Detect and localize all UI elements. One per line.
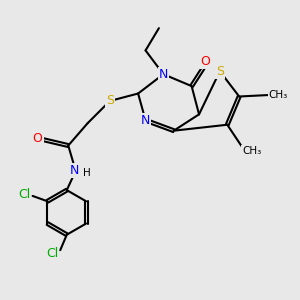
- Text: O: O: [200, 55, 210, 68]
- Text: H: H: [83, 168, 91, 178]
- Text: S: S: [216, 65, 224, 78]
- Text: Cl: Cl: [46, 247, 58, 260]
- Text: O: O: [33, 132, 43, 145]
- Text: S: S: [106, 94, 114, 107]
- Text: N: N: [141, 114, 150, 127]
- Text: CH₃: CH₃: [242, 146, 261, 156]
- Text: N: N: [159, 68, 168, 81]
- Text: N: N: [70, 164, 79, 177]
- Text: CH₃: CH₃: [269, 90, 288, 100]
- Text: Cl: Cl: [18, 188, 30, 201]
